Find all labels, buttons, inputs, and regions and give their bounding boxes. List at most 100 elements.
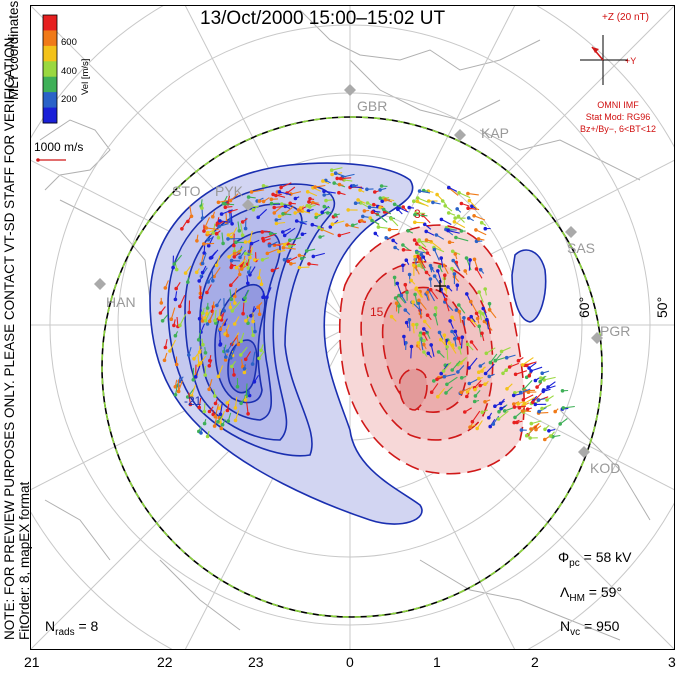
velocity-vector-origin bbox=[229, 283, 233, 288]
velocity-vector-origin bbox=[229, 258, 234, 263]
velocity-vector-origin bbox=[474, 228, 478, 232]
velocity-vector-origin bbox=[197, 350, 202, 354]
velocity-vector bbox=[230, 276, 239, 286]
mlt-tick-1: 1 bbox=[433, 654, 441, 670]
velocity-vector-origin bbox=[213, 414, 218, 419]
velocity-vector-origin bbox=[194, 270, 199, 275]
velocity-vector-origin bbox=[174, 362, 179, 367]
velocity-vector-origin bbox=[441, 369, 446, 373]
velocity-vector-origin bbox=[197, 279, 201, 283]
velocity-vector-origin bbox=[337, 233, 342, 238]
color-bar-tick-600: 600 bbox=[61, 37, 77, 48]
velocity-vector-origin bbox=[432, 379, 436, 383]
velocity-vector bbox=[417, 200, 429, 207]
velocity-vector-origin bbox=[232, 254, 237, 259]
velocity-vector-origin bbox=[543, 427, 547, 432]
velocity-vector-origin bbox=[207, 319, 212, 324]
velocity-vector-origin bbox=[403, 282, 408, 287]
velocity-vector-origin bbox=[235, 384, 240, 389]
negative-cell bbox=[149, 162, 547, 525]
velocity-vector-origin bbox=[226, 233, 231, 237]
velocity-vector-origin bbox=[205, 290, 209, 295]
velocity-vector bbox=[315, 211, 327, 218]
velocity-vector-origin bbox=[443, 297, 448, 302]
velocity-vector-origin bbox=[208, 256, 213, 260]
velocity-vector bbox=[236, 258, 247, 269]
velocity-vector-origin bbox=[467, 198, 472, 203]
velocity-vector-origin bbox=[162, 358, 167, 363]
velocity-vector-origin bbox=[424, 270, 429, 275]
velocity-vector-origin bbox=[353, 201, 358, 205]
velocity-vector-origin bbox=[445, 382, 449, 387]
velocity-vector bbox=[313, 252, 325, 257]
velocity-vector-origin bbox=[422, 319, 427, 324]
velocity-vector-origin bbox=[242, 367, 247, 371]
velocity-vector-origin bbox=[176, 389, 181, 394]
velocity-vector-origin bbox=[371, 202, 376, 207]
velocity-vector-origin bbox=[417, 189, 422, 193]
velocity-vector-origin bbox=[232, 322, 237, 326]
velocity-vector-origin bbox=[288, 201, 293, 206]
velocity-vector-origin bbox=[232, 251, 237, 256]
color-bar-segment bbox=[43, 76, 57, 93]
stat-phi-pc: Φpc = 58 kV bbox=[558, 549, 632, 569]
contour-label-neg: -21 bbox=[184, 394, 202, 408]
velocity-vector-origin bbox=[414, 287, 418, 292]
velocity-vector-origin bbox=[286, 259, 291, 264]
velocity-vector-origin bbox=[238, 255, 242, 260]
velocity-vector-origin bbox=[439, 256, 444, 260]
velocity-vector-origin bbox=[171, 265, 175, 270]
velocity-vector-origin bbox=[251, 208, 256, 212]
velocity-vector-origin bbox=[459, 376, 464, 380]
velocity-vector-origin bbox=[401, 248, 406, 252]
velocity-vector-origin bbox=[469, 340, 474, 344]
velocity-vector bbox=[416, 243, 428, 251]
velocity-vector-origin bbox=[474, 311, 479, 316]
velocity-vector-origin bbox=[337, 190, 341, 195]
velocity-vector-origin bbox=[203, 373, 207, 377]
velocity-vector bbox=[335, 172, 347, 178]
velocity-vector-origin bbox=[342, 178, 346, 182]
velocity-vector-origin bbox=[399, 293, 404, 298]
velocity-vector-origin bbox=[307, 200, 311, 204]
velocity-vector-origin bbox=[200, 270, 205, 275]
map-title: 13/Oct/2000 15:00–15:02 UT bbox=[200, 8, 446, 29]
velocity-vector-origin bbox=[416, 301, 421, 305]
velocity-vector-origin bbox=[310, 222, 315, 227]
velocity-vector bbox=[440, 289, 446, 300]
velocity-vector-origin bbox=[329, 168, 334, 172]
velocity-vector-origin bbox=[260, 230, 265, 234]
velocity-vector bbox=[173, 254, 183, 265]
velocity-vector-origin bbox=[243, 240, 248, 244]
velocity-vector-origin bbox=[422, 331, 426, 336]
velocity-vector-origin bbox=[426, 351, 431, 356]
velocity-vector bbox=[170, 307, 176, 320]
velocity-vector bbox=[443, 361, 452, 372]
velocity-vector-origin bbox=[450, 368, 455, 372]
velocity-vector-origin bbox=[401, 263, 405, 268]
velocity-vector-origin bbox=[205, 322, 210, 326]
velocity-vector-origin bbox=[159, 301, 164, 305]
velocity-vector-origin bbox=[378, 205, 382, 210]
velocity-vector-origin bbox=[407, 318, 412, 322]
velocity-vector-origin bbox=[483, 226, 488, 231]
velocity-vector-origin bbox=[413, 220, 417, 225]
velocity-vector-origin bbox=[415, 250, 419, 255]
velocity-vector-origin bbox=[417, 263, 421, 268]
velocity-vector bbox=[498, 410, 509, 420]
velocity-vector-origin bbox=[207, 409, 212, 414]
velocity-vector-origin bbox=[437, 264, 442, 269]
velocity-vector bbox=[221, 209, 233, 215]
velocity-vector-origin bbox=[387, 227, 392, 232]
velocity-vector-origin bbox=[533, 402, 538, 407]
velocity-vector-origin bbox=[324, 198, 328, 203]
velocity-vector-origin bbox=[358, 188, 362, 192]
velocity-vector bbox=[437, 270, 442, 283]
velocity-vector bbox=[526, 427, 535, 437]
velocity-vector-origin bbox=[259, 282, 264, 287]
velocity-vector bbox=[523, 380, 533, 390]
velocity-vector-origin bbox=[297, 253, 302, 258]
velocity-vector-origin bbox=[519, 428, 524, 432]
velocity-vector-origin bbox=[444, 391, 448, 395]
velocity-vector-origin bbox=[249, 190, 254, 194]
